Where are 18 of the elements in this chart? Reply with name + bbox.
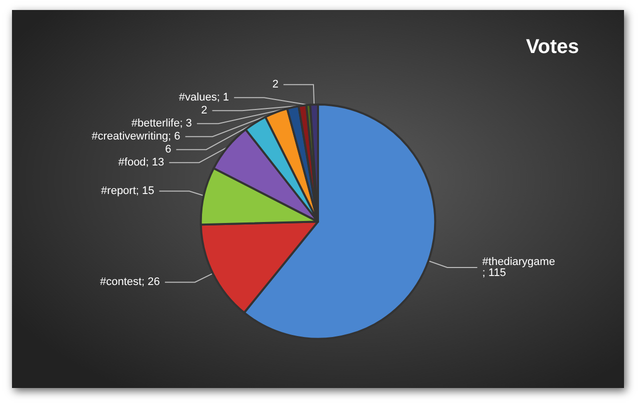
slice-label: #creativewriting xyxy=(92,130,168,143)
data-label: 2 xyxy=(201,104,208,117)
data-label: 2 xyxy=(272,78,278,91)
data-label: 6 xyxy=(165,144,172,156)
slice-label: #contest xyxy=(100,276,142,288)
chart-title: Votes xyxy=(526,36,580,58)
slice-label: #report xyxy=(101,185,136,198)
data-label: ; 1 xyxy=(216,92,230,104)
data-label: ; 15 xyxy=(136,185,154,198)
data-label: ; 13 xyxy=(146,156,164,169)
slice-label: #thediarygame xyxy=(482,256,556,268)
data-label: ; 6 xyxy=(168,130,180,143)
data-label: ; 3 xyxy=(180,118,192,130)
slice-label: #betterlife xyxy=(131,118,180,130)
slice-label: #food xyxy=(118,156,146,169)
data-label: ; 115 xyxy=(482,267,506,280)
slice-label: #values xyxy=(178,92,218,104)
data-label: ; 26 xyxy=(142,276,160,288)
